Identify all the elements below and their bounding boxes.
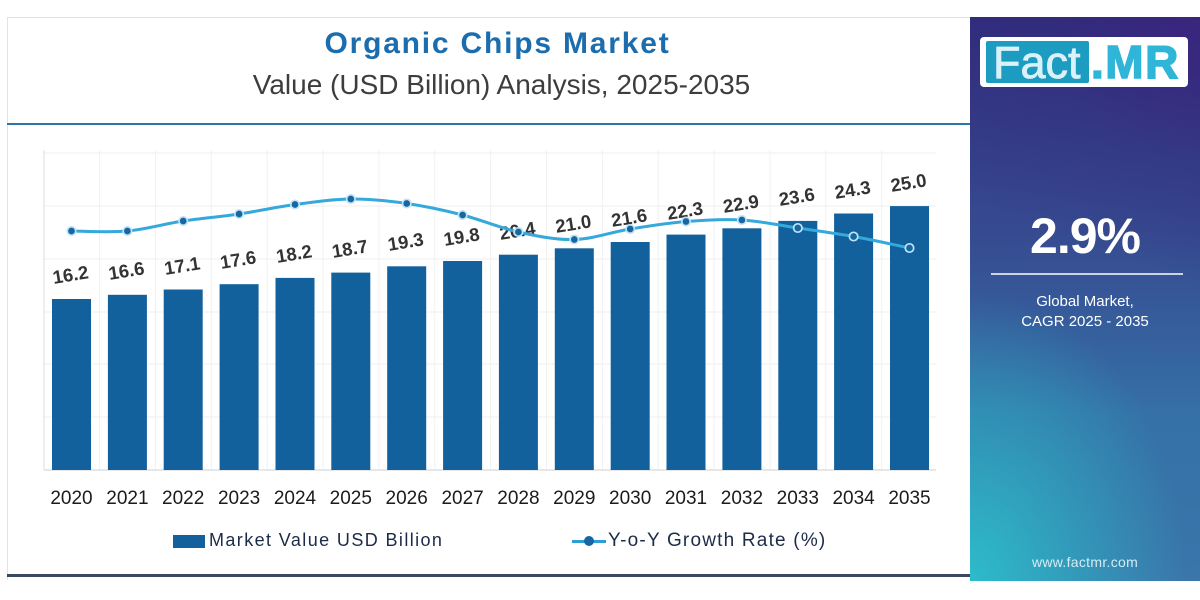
svg-text:24.3: 24.3	[833, 176, 872, 202]
svg-text:2023: 2023	[218, 488, 260, 509]
svg-text:18.2: 18.2	[275, 240, 314, 266]
svg-text:18.7: 18.7	[330, 235, 369, 261]
svg-text:2021: 2021	[106, 488, 148, 509]
svg-text:2028: 2028	[497, 488, 539, 509]
svg-text:17.1: 17.1	[163, 252, 202, 278]
svg-text:2025: 2025	[330, 488, 372, 509]
svg-text:.MR: .MR	[1091, 36, 1180, 88]
svg-text:16.2: 16.2	[51, 261, 90, 287]
svg-text:2032: 2032	[721, 488, 763, 509]
svg-text:2029: 2029	[553, 488, 595, 509]
svg-text:2024: 2024	[274, 488, 317, 509]
svg-text:19.3: 19.3	[386, 228, 425, 254]
svg-text:Fact: Fact	[993, 37, 1081, 88]
svg-text:16.6: 16.6	[107, 257, 146, 283]
svg-text:2035: 2035	[888, 488, 930, 509]
svg-text:2030: 2030	[609, 488, 651, 509]
svg-text:2027: 2027	[441, 488, 483, 509]
svg-text:17.6: 17.6	[219, 246, 258, 272]
svg-text:2033: 2033	[777, 488, 819, 509]
svg-text:22.9: 22.9	[721, 190, 760, 216]
svg-text:21.0: 21.0	[554, 210, 593, 236]
svg-text:2031: 2031	[665, 488, 707, 509]
svg-text:2026: 2026	[386, 488, 428, 509]
svg-text:25.0: 25.0	[889, 169, 928, 195]
svg-text:2020: 2020	[50, 488, 92, 509]
svg-text:2022: 2022	[162, 488, 204, 509]
svg-text:2034: 2034	[832, 488, 875, 509]
svg-text:19.8: 19.8	[442, 223, 481, 249]
